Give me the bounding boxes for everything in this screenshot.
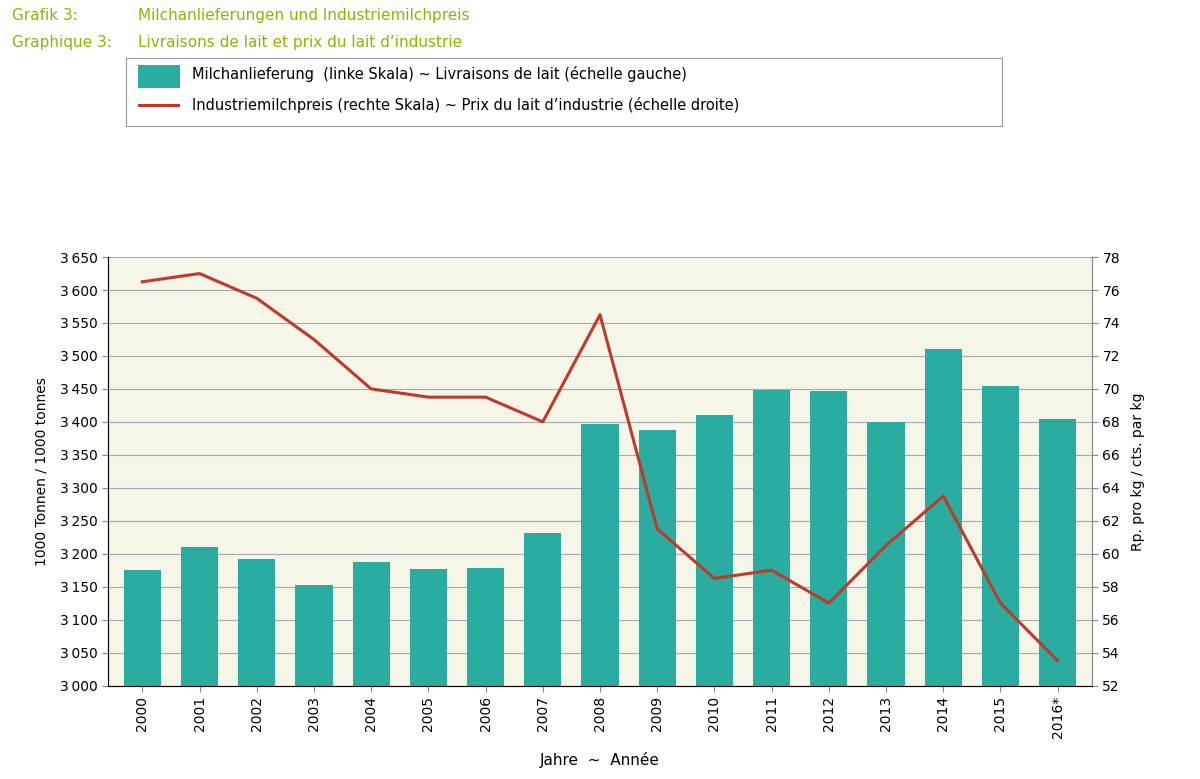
Bar [124, 570, 161, 779]
Bar [982, 386, 1019, 779]
Y-axis label: Rp. pro kg / cts. par kg: Rp. pro kg / cts. par kg [1132, 392, 1145, 551]
Text: Milchanlieferungen und Industriemilchpreis: Milchanlieferungen und Industriemilchpre… [138, 8, 469, 23]
Bar [754, 390, 791, 779]
Bar [409, 569, 446, 779]
Bar [638, 431, 676, 779]
Bar [868, 422, 905, 779]
Text: Graphique 3:: Graphique 3: [12, 35, 112, 50]
Bar [696, 415, 733, 779]
Bar [524, 533, 562, 779]
Bar [295, 585, 332, 779]
Bar [810, 391, 847, 779]
Bar [181, 547, 218, 779]
X-axis label: Jahre  ~  Année: Jahre ~ Année [540, 752, 660, 768]
Bar [1039, 418, 1076, 779]
Bar [353, 562, 390, 779]
Bar [925, 349, 962, 779]
Text: Milchanlieferung  (linke Skala) ~ Livraisons de lait (échelle gauche): Milchanlieferung (linke Skala) ~ Livrais… [192, 66, 686, 82]
Bar [582, 424, 618, 779]
Text: Livraisons de lait et prix du lait d’industrie: Livraisons de lait et prix du lait d’ind… [138, 35, 462, 50]
Y-axis label: 1000 Tonnen / 1000 tonnes: 1000 Tonnen / 1000 tonnes [35, 377, 48, 566]
Text: Industriemilchpreis (rechte Skala) ~ Prix du lait d’industrie (échelle droite): Industriemilchpreis (rechte Skala) ~ Pri… [192, 97, 739, 113]
Text: Grafik 3:: Grafik 3: [12, 8, 78, 23]
Bar [467, 568, 504, 779]
Bar [238, 559, 275, 779]
